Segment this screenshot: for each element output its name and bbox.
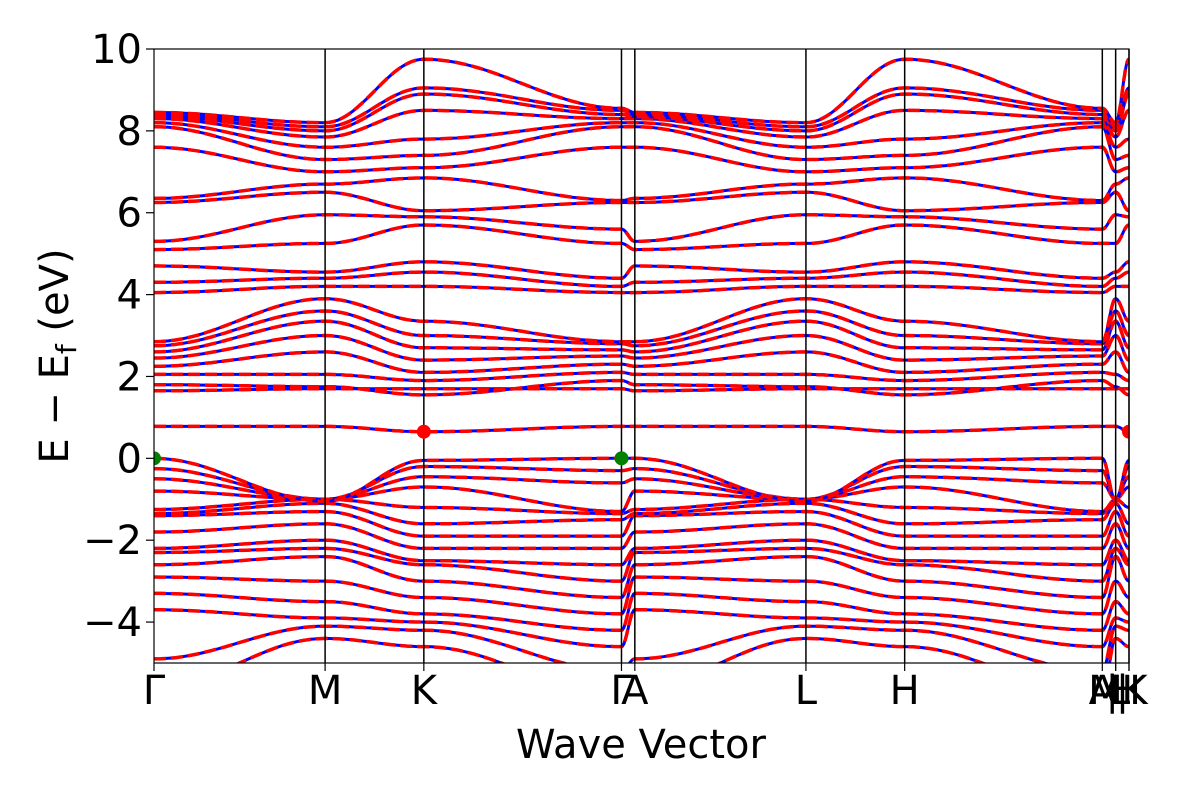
- band-line: [154, 145, 1129, 174]
- x-tick-label: A: [621, 668, 649, 714]
- x-axis-title: Wave Vector: [516, 722, 767, 768]
- extremum-marker: [154, 451, 161, 466]
- band-line: [154, 223, 1129, 252]
- band-line: [154, 485, 1129, 514]
- x-tick-label: L: [1108, 668, 1131, 714]
- band-line: [154, 309, 1129, 348]
- plot-frame: [153, 48, 1130, 664]
- band-line: [154, 296, 1129, 344]
- band-line: [154, 464, 1129, 502]
- band-line: [154, 624, 1129, 663]
- x-tick-label: K: [411, 668, 439, 714]
- band-line: [154, 108, 1129, 139]
- y-tick-label: −2: [83, 518, 142, 564]
- y-axis-title-subscript: f: [50, 343, 83, 354]
- band-line: [154, 624, 1129, 663]
- band-line: [154, 554, 1129, 600]
- x-tick-label: Γ: [143, 668, 166, 714]
- band-line: [154, 333, 1129, 362]
- y-axis-title-main: E − E: [32, 354, 78, 464]
- x-tick-label: A: [1089, 668, 1117, 714]
- band-line: [154, 176, 1129, 203]
- band-line: [154, 378, 1129, 397]
- bands-layer: [154, 57, 1129, 663]
- y-tick-label: 0: [117, 436, 142, 482]
- y-axis-title: E − Ef (eV): [32, 248, 83, 463]
- band-line: [154, 57, 1129, 125]
- band-line: [154, 284, 1129, 295]
- band-line: [154, 386, 1129, 393]
- y-tick-label: 6: [117, 191, 142, 237]
- band-line: [154, 270, 1129, 289]
- y-tick-label: 8: [117, 109, 142, 155]
- band-line: [154, 546, 1129, 583]
- band-line: [154, 501, 1129, 526]
- band-line: [154, 213, 1129, 244]
- band-line: [154, 120, 1129, 149]
- x-tick-label: H: [890, 668, 920, 714]
- y-tick-label: −4: [83, 600, 142, 646]
- x-axis-ticks: Γ M K ΓA L H AM|L|HK: [143, 663, 1149, 714]
- band-line: [154, 370, 1129, 383]
- band-line: [154, 92, 1129, 133]
- band-line: [154, 125, 1129, 162]
- band-line: [154, 538, 1129, 567]
- x-tick-label: M: [308, 668, 343, 714]
- y-axis-ticks: −4 −2 0 2 4 6 8 10: [83, 27, 154, 646]
- band-line: [154, 176, 1129, 203]
- band-line: [154, 86, 1129, 129]
- band-line: [154, 575, 1129, 616]
- extremum-marker: [416, 424, 431, 439]
- x-tick-label: Γ: [610, 668, 633, 714]
- y-tick-label: 2: [117, 354, 142, 400]
- y-axis-title-unit: (eV): [32, 248, 78, 344]
- x-tick-label: H: [1111, 668, 1141, 714]
- extremum-marker: [1122, 424, 1129, 439]
- x-tick-label: |: [1105, 668, 1118, 714]
- band-line: [154, 319, 1129, 354]
- band-line: [154, 591, 1129, 633]
- band-line: [154, 424, 1129, 434]
- extrema-markers: [154, 424, 1129, 466]
- band-line: [154, 260, 1129, 280]
- band-line: [235, 636, 1129, 663]
- band-line: [154, 456, 1129, 504]
- band-line: [154, 350, 1129, 375]
- x-tick-label: |: [1116, 668, 1129, 714]
- y-tick-label: 4: [117, 273, 142, 319]
- band-line: [154, 223, 1129, 252]
- band-line: [154, 608, 1129, 649]
- x-tick-label: L: [795, 668, 818, 714]
- x-tick-label: M: [1088, 668, 1123, 714]
- extremum-marker: [614, 451, 629, 466]
- band-line: [154, 190, 1129, 213]
- band-line: [154, 591, 1129, 632]
- band-line: [154, 213, 1129, 243]
- band-line: [154, 522, 1129, 551]
- x-tick-label: K: [1121, 668, 1149, 714]
- y-tick-label: 10: [91, 27, 142, 73]
- band-line: [154, 509, 1129, 538]
